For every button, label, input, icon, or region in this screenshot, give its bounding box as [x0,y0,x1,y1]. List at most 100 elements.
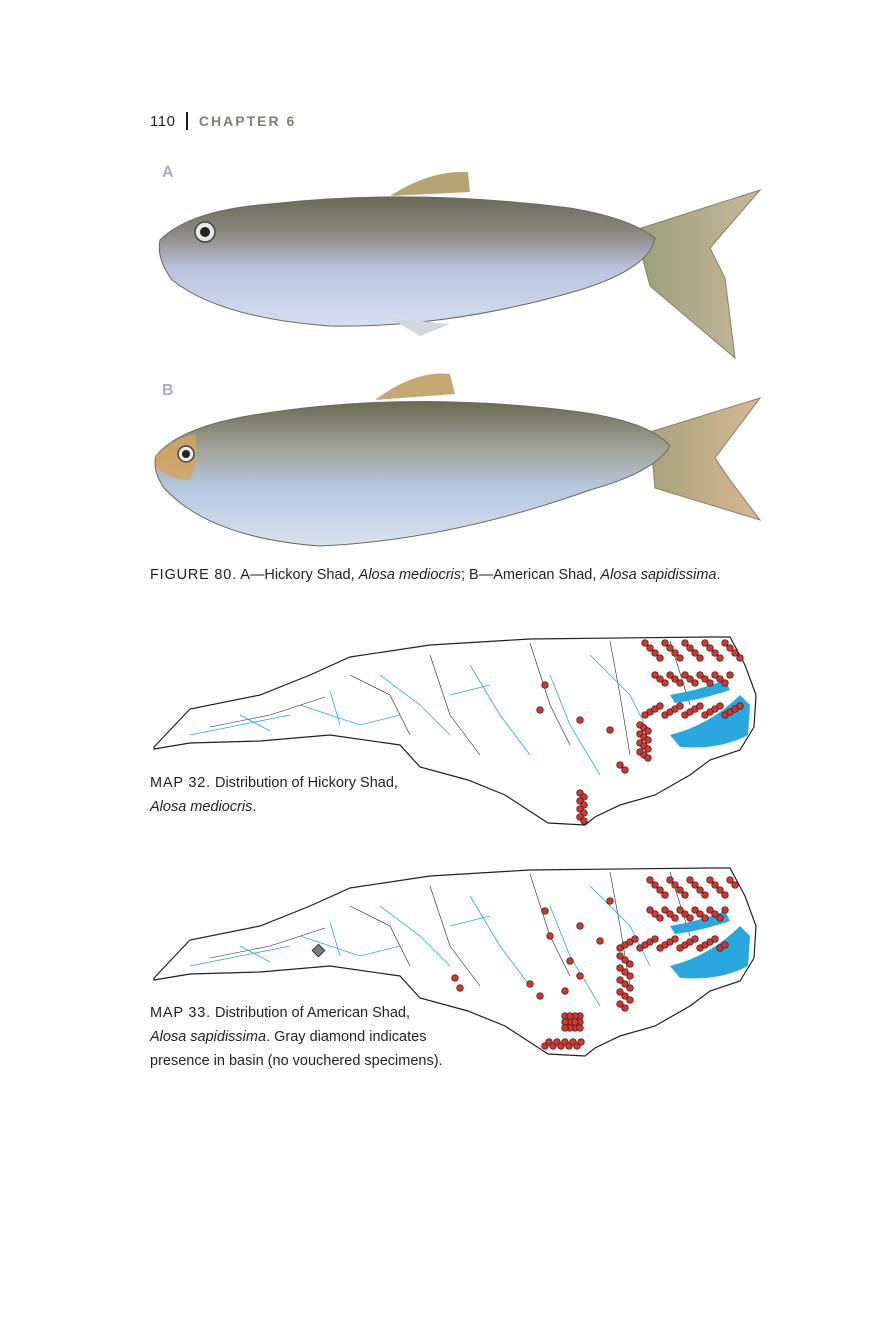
occurrence-dot [726,644,734,652]
occurrence-dot [721,679,729,687]
occurrence-dot [666,876,674,884]
occurrence-dot [616,1000,624,1008]
occurrence-dot [716,675,724,683]
occurrence-dot [616,952,624,960]
occurrence-dot [606,726,614,734]
map-33-text: Distribution of American Shad, [210,1005,411,1021]
species-name-american: Alosa sapidissima [600,567,717,583]
occurrence-dot [731,881,739,889]
map-32-north-carolina [153,636,757,826]
map-32-text: Distribution of Hickory Shad, [210,775,398,791]
occurrence-dot [651,671,659,679]
map-32-caption: MAP 32. Distribution of Hickory Shad, Al… [150,771,398,819]
occurrence-dot [626,984,634,992]
occurrence-dot [656,702,664,710]
occurrence-dot [691,649,699,657]
occurrence-dot [621,992,629,1000]
occurrence-dot [676,702,684,710]
occurrence-dot [681,891,689,899]
occurrence-dot [644,736,652,744]
occurrence-dot [711,671,719,679]
occurrence-dot [646,876,654,884]
figure-label: FIGURE 80. [150,567,237,583]
occurrence-dot [716,914,724,922]
occurrence-dot [644,754,652,762]
occurrence-dot [626,960,634,968]
occurrence-dot [621,1004,629,1012]
occurrence-dot [541,907,549,915]
occurrence-dot [701,891,709,899]
occurrence-dot [626,996,634,1004]
occurrence-dot [671,935,679,943]
occurrence-dot [701,639,709,647]
occurrence-dot [576,972,584,980]
albemarle-sound [670,680,730,703]
map-33-north-carolina [153,867,757,1057]
occurrence-dot [686,675,694,683]
occurrence-dot [691,881,699,889]
occurrence-dot [686,876,694,884]
species-name-hickory: Alosa mediocris [358,567,461,583]
occurrence-dot [661,639,669,647]
occurrence-dot [716,702,724,710]
gray-diamond-marker [311,943,326,958]
map-32-label: MAP 32. [150,775,211,791]
occurrence-dot [666,644,674,652]
occurrence-dot [701,914,709,922]
occurrence-dot [561,1018,569,1026]
occurrence-dot [644,745,652,753]
occurrence-dot [711,935,719,943]
occurrence-dot [561,1024,569,1032]
occurrence-dot [706,679,714,687]
occurrence-dot [651,910,659,918]
occurrence-dot [691,906,699,914]
occurrence-dot [621,980,629,988]
map-32-tail: . [252,799,257,815]
state-outline [153,867,757,1057]
occurrence-dot [726,876,734,884]
occurrence-dot [621,956,629,964]
occurrence-dot [644,727,652,735]
map-33-tail: . Gray diamond indicates [266,1029,427,1045]
occurrence-dot [621,968,629,976]
occurrence-dot [671,649,679,657]
occurrence-dot [536,992,544,1000]
occurrence-dot [651,649,659,657]
pamlico-sound [670,926,750,979]
figure-text-2: ; B—American Shad, [461,567,601,583]
occurrence-dot [736,702,744,710]
occurrence-dot [646,906,654,914]
occurrence-dot [651,881,659,889]
occurrence-dot [716,654,724,662]
occurrence-dot [661,906,669,914]
occurrence-dot [541,681,549,689]
occurrence-dot [721,639,729,647]
occurrence-dot [577,1038,585,1046]
map-33-label: MAP 33. [150,1005,211,1021]
map-33-line-3: presence in basin (no vouchered specimen… [150,1053,443,1069]
occurrence-dot [676,886,684,894]
occurrence-dot [576,1024,584,1032]
occurrence-dot [686,914,694,922]
occurrence-dot [711,649,719,657]
occurrence-dot [696,886,704,894]
occurrence-dot [656,675,664,683]
river-network [189,654,651,776]
map-32-species: Alosa mediocris [150,799,253,815]
occurrence-dot [526,980,534,988]
occurrence-dot [721,891,729,899]
map-33-species: Alosa sapidissima [150,1029,267,1045]
occurrence-dot [651,935,659,943]
occurrence-dot [616,988,624,996]
occurrence-dot [721,906,729,914]
occurrence-dot [706,644,714,652]
occurrence-dot [626,972,634,980]
chapter-title: CHAPTER 6 [198,113,297,129]
occurrence-dot [706,876,714,884]
occurrence-dot [661,891,669,899]
occurrence-dot [671,881,679,889]
occurrence-dot [666,671,674,679]
occurrence-dot [671,675,679,683]
occurrence-dot [576,922,584,930]
occurrence-dot [666,910,674,918]
